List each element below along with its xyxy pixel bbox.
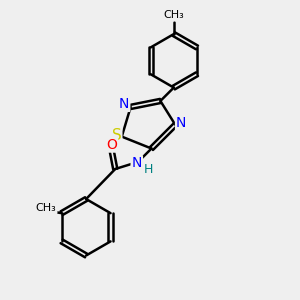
Text: H: H	[143, 163, 153, 176]
Text: CH₃: CH₃	[164, 11, 184, 20]
Text: N: N	[132, 156, 142, 170]
Text: S: S	[112, 128, 121, 142]
Text: N: N	[176, 116, 186, 130]
Text: CH₃: CH₃	[36, 203, 57, 213]
Text: N: N	[119, 97, 129, 111]
Text: O: O	[106, 138, 117, 152]
